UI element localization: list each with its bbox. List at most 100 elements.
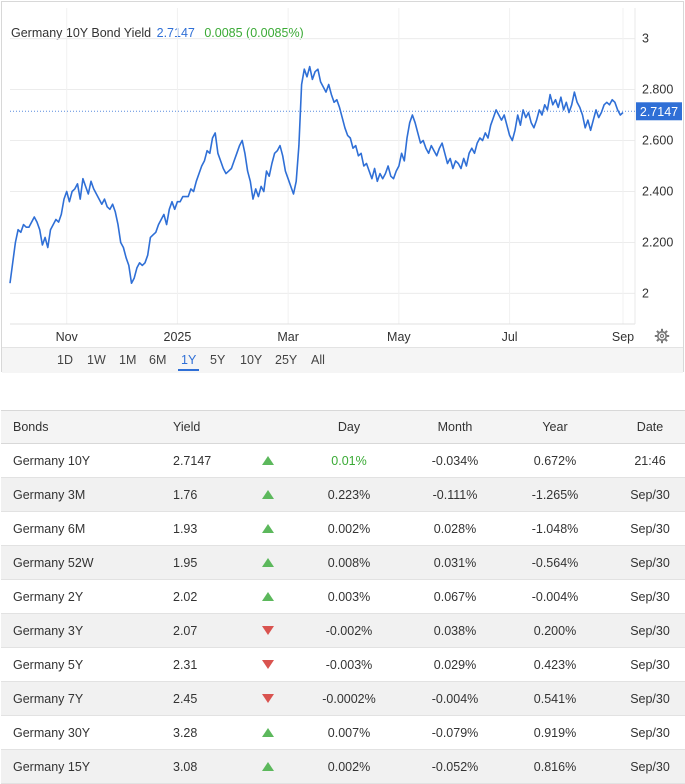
table-row[interactable]: Germany 5Y 2.31 -0.003% 0.029% 0.423% Sep/30 [1, 647, 685, 682]
yield-change: 0.0085 (0.0085%) [204, 26, 304, 40]
table-row[interactable]: Germany 30Y 3.28 0.007% -0.079% 0.919% Sep/30 [1, 715, 685, 750]
table-row[interactable]: Germany 2Y 2.02 0.003% 0.067% -0.004% Sep/30 [1, 579, 685, 614]
bond-name-cell[interactable]: Germany 7Y [1, 681, 172, 716]
range-button-1d[interactable]: 1D [57, 353, 73, 367]
y-tick-label: 2.200 [642, 235, 673, 249]
triangle-down-icon [262, 625, 274, 635]
month-change-cell: -0.111% [404, 477, 506, 512]
day-change-cell: 0.01% [294, 443, 404, 478]
table-row[interactable]: Germany 52W 1.95 0.008% 0.031% -0.564% Sep/30 [1, 545, 685, 580]
bond-name-cell[interactable]: Germany 5Y [1, 647, 172, 682]
x-tick-label: 2025 [164, 330, 192, 344]
month-change-cell: -0.004% [404, 681, 506, 716]
triangle-up-icon [262, 523, 274, 533]
month-change-cell: -0.052% [404, 749, 506, 784]
yield-cell: 1.95 [172, 545, 242, 580]
month-change-cell: 0.028% [404, 511, 506, 546]
bond-name-cell[interactable]: Germany 3Y [1, 613, 172, 648]
bond-name-cell[interactable]: Germany 30Y [1, 715, 172, 750]
year-change-cell: -1.048% [506, 511, 604, 546]
table-row[interactable]: Germany 3M 1.76 0.223% -0.111% -1.265% Sep/30 [1, 477, 685, 512]
header-month: Month [404, 410, 506, 444]
yield-cell: 2.45 [172, 681, 242, 716]
arrow-up-icon [242, 545, 294, 580]
x-tick-label: Sep [612, 330, 634, 344]
day-change-cell: -0.003% [294, 647, 404, 682]
date-cell: Sep/30 [604, 715, 685, 750]
yield-cell: 2.02 [172, 579, 242, 614]
gear-icon[interactable] [654, 328, 670, 344]
triangle-up-icon [262, 591, 274, 601]
arrow-up-icon [242, 443, 294, 478]
day-change-cell: 0.003% [294, 579, 404, 614]
range-button-1m[interactable]: 1M [119, 353, 137, 367]
yield-cell: 2.31 [172, 647, 242, 682]
current-yield: 2.7147 [156, 26, 195, 40]
month-change-cell: 0.038% [404, 613, 506, 648]
triangle-down-icon [262, 659, 274, 669]
arrow-up-icon [242, 715, 294, 750]
bond-name-cell[interactable]: Germany 6M [1, 511, 172, 546]
month-change-cell: 0.031% [404, 545, 506, 580]
day-change-cell: 0.008% [294, 545, 404, 580]
day-change-cell: -0.002% [294, 613, 404, 648]
range-button-all[interactable]: All [311, 353, 325, 367]
yield-chart[interactable]: 3 2.800 2.600 2.400 2.200 2 Nov 2025 Mar May Jul Se… [2, 2, 683, 347]
arrow-up-icon [242, 749, 294, 784]
table-row[interactable]: Germany 10Y 2.7147 0.01% -0.034% 0.672% 21:46 [1, 443, 685, 478]
table-header-row: Bonds Yield Day Month Year Date [1, 410, 685, 444]
range-button-5y[interactable]: 5Y [210, 353, 226, 367]
y-tick-label: 2.800 [642, 83, 673, 97]
x-tick-label: Jul [502, 330, 518, 344]
yield-cell: 1.76 [172, 477, 242, 512]
date-cell: 21:46 [604, 443, 685, 478]
yield-cell: 3.28 [172, 715, 242, 750]
y-tick-label: 3 [642, 32, 649, 46]
series-line [9, 65, 624, 284]
header-bonds: Bonds [1, 410, 172, 444]
range-button-1y[interactable]: 1Y [178, 351, 200, 371]
y-tick-label: 2 [642, 286, 649, 300]
chart-panel: Germany 10Y Bond Yield 2.7147 0.0085 (0.… [1, 1, 684, 373]
year-change-cell: 0.541% [506, 681, 604, 716]
table-row[interactable]: Germany 6M 1.93 0.002% 0.028% -1.048% Sep/30 [1, 511, 685, 546]
day-change-cell: 0.002% [294, 749, 404, 784]
arrow-down-icon [242, 613, 294, 648]
month-change-cell: -0.079% [404, 715, 506, 750]
x-tick-label: Mar [277, 330, 299, 344]
year-change-cell: 0.423% [506, 647, 604, 682]
range-button-1w[interactable]: 1W [87, 353, 106, 367]
table-row[interactable]: Germany 3Y 2.07 -0.002% 0.038% 0.200% Sep/30 [1, 613, 685, 648]
arrow-up-icon [242, 511, 294, 546]
bond-name-cell[interactable]: Germany 10Y [1, 443, 172, 478]
month-change-cell: -0.034% [404, 443, 506, 478]
bond-name: Germany 10Y Bond Yield [11, 26, 152, 40]
yield-cell: 2.7147 [172, 443, 242, 478]
arrow-down-icon [242, 681, 294, 716]
bond-name-cell[interactable]: Germany 2Y [1, 579, 172, 614]
date-cell: Sep/30 [604, 749, 685, 784]
year-change-cell: 0.672% [506, 443, 604, 478]
month-change-cell: 0.067% [404, 579, 506, 614]
header-direction [242, 410, 294, 444]
day-change-cell: 0.002% [294, 511, 404, 546]
y-tick-label: 2.400 [642, 184, 673, 198]
range-button-6m[interactable]: 6M [149, 353, 167, 367]
bond-name-cell[interactable]: Germany 52W [1, 545, 172, 580]
header-date: Date [604, 410, 685, 444]
year-change-cell: 0.919% [506, 715, 604, 750]
header-yield: Yield [172, 410, 242, 444]
table-row[interactable]: Germany 7Y 2.45 -0.0002% -0.004% 0.541% Sep/3… [1, 681, 685, 716]
year-change-cell: -1.265% [506, 477, 604, 512]
date-cell: Sep/30 [604, 545, 685, 580]
range-button-10y[interactable]: 10Y [240, 353, 263, 367]
month-change-cell: 0.029% [404, 647, 506, 682]
arrow-down-icon [242, 647, 294, 682]
bond-name-cell[interactable]: Germany 15Y [1, 749, 172, 784]
triangle-up-icon [262, 489, 274, 499]
range-selector: 1D 1W 1M 6M 1Y 5Y 10Y 25Y All [2, 347, 683, 373]
chart-title: Germany 10Y Bond Yield 2.7147 0.0085 (0.… [11, 26, 304, 40]
table-row[interactable]: Germany 15Y 3.08 0.002% -0.052% 0.816% Sep/30 [1, 749, 685, 784]
range-button-25y[interactable]: 25Y [275, 353, 298, 367]
bond-name-cell[interactable]: Germany 3M [1, 477, 172, 512]
